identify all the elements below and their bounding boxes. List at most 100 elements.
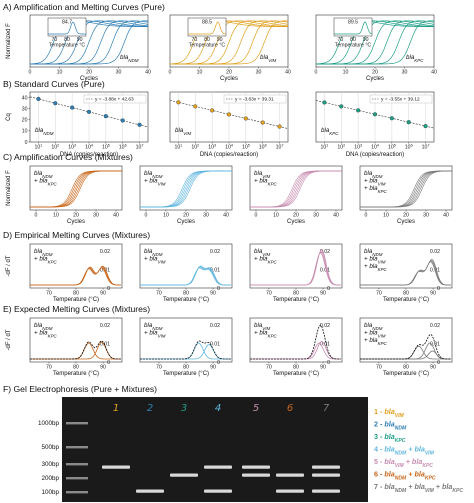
- panel-b-point: [260, 120, 265, 125]
- panel-e-ytick-label: 0.01: [100, 341, 110, 347]
- panel-b-xtick-label: 105: [242, 144, 250, 151]
- panel-a-inset: [187, 17, 227, 37]
- gel-band: [312, 465, 340, 469]
- panel-b-xtick-label: 101: [35, 144, 43, 151]
- panel-d-mix-label: + blaVIM: [364, 256, 386, 265]
- panel-e-ytick-label: 0: [217, 360, 220, 366]
- panel-d-curve: [140, 265, 231, 286]
- panel-c-mix-label: blaNDM: [364, 170, 383, 179]
- gel-layer: 1000bp 500bp 300bp 200bp 100bp 1 2 3 4 5 6 7 1 - bla…: [38, 397, 463, 502]
- panel-b-point: [339, 104, 344, 109]
- panel-b-point: [423, 124, 428, 129]
- panel-c-xtick-label: 20: [73, 213, 79, 219]
- panel-a-inset-tick: 90: [363, 37, 369, 43]
- panel-e-xtick-label: 80: [73, 365, 79, 371]
- panel-d-ytick-label: 0: [327, 286, 330, 292]
- panel-d-ytick-label: 0: [107, 286, 110, 292]
- panel-e-xlabel: Temperature (°C): [273, 371, 319, 377]
- panel-a-xtick-label: 10: [57, 70, 63, 76]
- panel-a-gene-label: blaNDM: [120, 54, 139, 63]
- gel-image: [62, 397, 368, 502]
- panel-e-mix-label: + blaKPC: [34, 330, 58, 339]
- gel-band: [102, 465, 130, 469]
- panel-d-mix-label: + blaKPC: [34, 256, 58, 265]
- panel-d-mix-label: blaNDM: [34, 248, 53, 257]
- panel-e-xtick-label: 90: [210, 365, 216, 371]
- panel-a-melt-peak: 88.5: [202, 20, 212, 26]
- section-c-title: C) Amplification Curves (Mixtures): [3, 152, 133, 162]
- panel-c-xtick-label: 40: [113, 213, 119, 219]
- panel-e-xlabel: Temperature (°C): [53, 371, 99, 377]
- panel-d-ylabel: -dF / dT: [6, 255, 12, 276]
- panel-b-point: [322, 100, 327, 105]
- panel-b-ytick-label: 10: [22, 129, 28, 135]
- section-f-title: F) Gel Electrophoresis (Pure + Mixtures): [3, 384, 157, 394]
- panel-e-mix-label: blaNDM: [34, 322, 53, 331]
- panel-b-xtick-label: 105: [388, 144, 396, 151]
- panel-e-ytick-label: 0: [107, 360, 110, 366]
- panel-c-curve: [30, 170, 122, 208]
- panel-b-point: [53, 101, 58, 106]
- panel-b-point: [243, 116, 248, 121]
- gel-ladder-band: [66, 446, 88, 449]
- panel-c-curve: [360, 170, 452, 208]
- panel-b-equation: y = -3.55x + 39.12: [381, 97, 420, 103]
- panel-c-xlabel: Cycles: [397, 219, 415, 225]
- panel-d-xtick-label: 70: [266, 291, 272, 297]
- panel-a-inset-tick: 80: [204, 37, 210, 43]
- panel-c-xtick-label: 20: [293, 213, 299, 219]
- gel-ladder-label: 1000bp: [38, 420, 60, 427]
- panel-b-xtick-label: 103: [208, 144, 216, 151]
- panel-c-xtick-label: 40: [443, 213, 449, 219]
- panel-d-ytick-label: 0: [437, 286, 440, 292]
- panel-b-xtick-label: 105: [102, 144, 110, 151]
- gel-legend-item: 5 - blaVIM + blaKPC: [374, 457, 433, 469]
- panel-a-ylabel: Normalized F: [6, 23, 12, 59]
- panel-d-ytick-label: 0: [217, 286, 220, 292]
- panel-e-ytick-label: 0.01: [210, 341, 220, 347]
- panel-d-xtick-label: 80: [183, 291, 189, 297]
- panel-b-ytick-label: 40: [22, 95, 28, 101]
- gel-lane-number: 3: [181, 403, 187, 414]
- panel-a-inset-tick: 90: [217, 37, 223, 43]
- panel-a-inset-peak: [334, 21, 373, 35]
- panel-b-equation-box: [223, 94, 287, 104]
- panel-d-xtick-label: 70: [376, 291, 382, 297]
- panel-c-mix-label: + blaKPC: [34, 178, 58, 187]
- panel-a-melt-peak: 84.7: [62, 20, 72, 26]
- panel-e-mix-label: + blaVIM: [364, 330, 386, 339]
- panel-b-xtick-label: 102: [337, 144, 345, 151]
- panel-d-mix-label: + blaVIM: [144, 256, 166, 265]
- panel-c-xtick-label: 30: [423, 213, 429, 219]
- panel-b-ylabel: Cq: [6, 113, 12, 121]
- panel-c-xtick-label: 20: [403, 213, 409, 219]
- panel-b-equation-box: [369, 94, 433, 104]
- panel-a-curve: [316, 20, 434, 65]
- panel-d-ytick-label: 0.01: [320, 267, 330, 273]
- panel-b-xtick-label: 107: [136, 144, 144, 151]
- panel-c-xtick-label: 0: [255, 213, 258, 219]
- panel-c-ylabel: Normalized F: [6, 170, 12, 206]
- panel-d-xtick-label: 80: [403, 291, 409, 297]
- panel-c-xlabel: Cycles: [67, 219, 85, 225]
- panel-d-ytick-label: 0.02: [320, 249, 330, 255]
- gel-band: [204, 465, 232, 469]
- panel-a-xtick-label: 30: [256, 70, 262, 76]
- panel-a-xlabel: Cycles: [220, 76, 238, 82]
- panel-c-curve: [140, 170, 232, 208]
- panel-e-xtick-label: 70: [376, 365, 382, 371]
- gel-lane-number: 2: [147, 403, 153, 414]
- panel-a-xtick-label: 20: [226, 70, 232, 76]
- panel-e-component: [360, 345, 451, 360]
- gel-ladder-band: [66, 491, 88, 494]
- panel-e-ytick-label: 0.02: [430, 323, 440, 329]
- panel-a-curve: [30, 20, 148, 65]
- panel-d-curve: [360, 258, 451, 286]
- gel-band: [312, 489, 340, 493]
- panel-d-xtick-label: 90: [210, 291, 216, 297]
- panel-a-inset-label: Temperature °C: [189, 43, 226, 49]
- panel-a-xtick-label: 30: [402, 70, 408, 76]
- panel-c-mix-label: blaNDM: [144, 170, 163, 179]
- panel-a-inset-peak: [48, 21, 86, 35]
- panel-e-mix-label: + blaKPC: [254, 330, 278, 339]
